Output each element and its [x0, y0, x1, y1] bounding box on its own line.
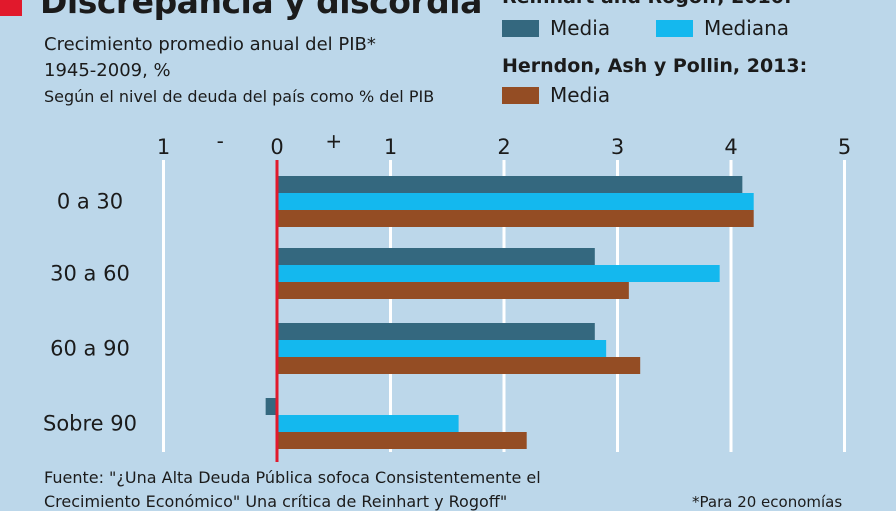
bar	[277, 340, 607, 357]
footer-source-line-1: Fuente: "¿Una Alta Deuda Pública sofoca …	[44, 468, 541, 487]
legend-item-mediana: Mediana	[656, 16, 789, 40]
footnote: *Para 20 economías	[692, 493, 843, 511]
bar	[277, 323, 595, 340]
tick-label: 3	[611, 135, 624, 159]
bar	[277, 282, 629, 299]
legend-source-reinhart-rogoff: Reinhart and Rogoff, 2010:	[502, 0, 792, 8]
legend-swatch-media-hap	[502, 86, 539, 104]
category-label: 60 a 90	[50, 337, 130, 361]
footer-source-line-2: Crecimiento Económico" Una crítica de Re…	[44, 492, 508, 511]
tick-label: 0	[270, 135, 283, 159]
legend-label-media-hap: Media	[550, 83, 611, 107]
subtitle-line-3: Según el nivel de deuda del país como % …	[44, 87, 435, 106]
tick-label: 5	[838, 135, 851, 159]
chart-title: Discrepancia y discordia	[40, 0, 482, 21]
subtitle-line-2: 1945-2009, %	[44, 60, 171, 81]
legend-source-herndon-ash-pollin: Herndon, Ash y Pollin, 2013:	[502, 55, 808, 77]
legend-swatch-mediana	[656, 19, 693, 37]
accent-marker	[0, 0, 22, 16]
bar	[277, 357, 641, 374]
category-label: 0 a 30	[57, 190, 123, 214]
bar	[277, 432, 527, 449]
bar	[277, 265, 720, 282]
legend-item-media-hap: Media	[502, 83, 610, 107]
legend-item-media: Media	[502, 16, 610, 40]
bar	[277, 176, 743, 193]
tick-label: 1	[384, 135, 397, 159]
tick-label: 2	[497, 135, 510, 159]
bar	[277, 193, 754, 210]
bar	[277, 415, 459, 432]
tick-label: 1	[157, 135, 170, 159]
legend-swatch-media	[502, 19, 539, 37]
axis-plus-marker: +	[325, 129, 342, 153]
bar	[265, 398, 277, 415]
subtitle-line-1: Crecimiento promedio anual del PIB*	[44, 34, 376, 55]
tick-label: 4	[724, 135, 737, 159]
legend-label-media: Media	[550, 16, 611, 40]
category-label: 30 a 60	[50, 262, 130, 286]
category-label: Sobre 90	[43, 412, 137, 436]
legend-label-mediana: Mediana	[704, 16, 789, 40]
bar	[277, 210, 754, 227]
bar	[277, 248, 595, 265]
axis-minus-marker: -	[217, 129, 224, 153]
